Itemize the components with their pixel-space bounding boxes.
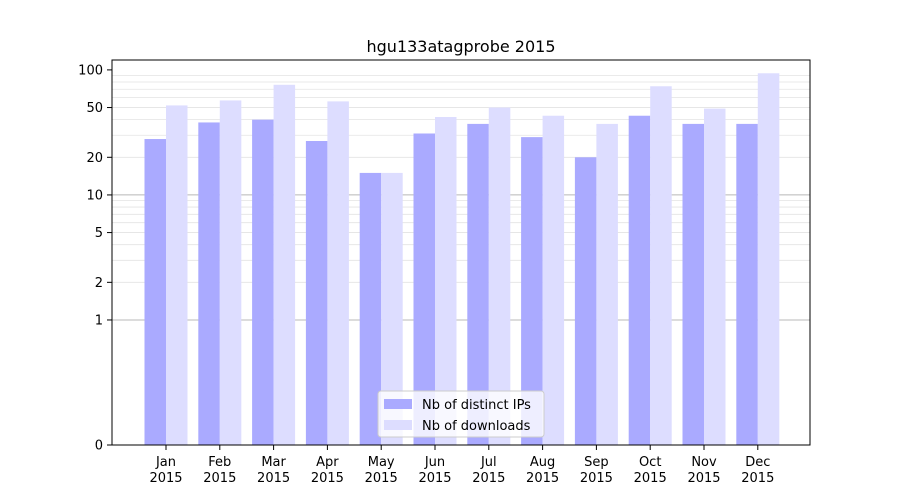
y-tick-label: 0 bbox=[95, 439, 103, 454]
bar-downloads bbox=[435, 117, 457, 445]
x-tick-label-year: 2015 bbox=[472, 471, 505, 486]
bars bbox=[144, 73, 780, 446]
bar-distinct-ips bbox=[144, 139, 166, 445]
x-tick-label-month: Aug bbox=[530, 455, 555, 470]
x-tick-label-year: 2015 bbox=[418, 471, 451, 486]
y-tick-label: 2 bbox=[95, 276, 103, 291]
x-tick-label-year: 2015 bbox=[257, 471, 290, 486]
bar-distinct-ips bbox=[521, 137, 543, 445]
x-tick-label-month: May bbox=[368, 455, 395, 470]
bar-distinct-ips bbox=[682, 123, 704, 445]
bar-distinct-ips bbox=[413, 133, 435, 445]
x-tick-label-year: 2015 bbox=[687, 471, 720, 486]
x-tick-label-month: Feb bbox=[208, 455, 231, 470]
x-tick-label-month: Jan bbox=[155, 455, 176, 470]
y-tick-label: 50 bbox=[86, 101, 103, 116]
legend-label: Nb of downloads bbox=[422, 419, 531, 434]
bar-downloads bbox=[488, 107, 511, 446]
bar-downloads bbox=[757, 73, 780, 446]
x-axis: Jan2015Feb2015Mar2015Apr2015May2015Jun20… bbox=[149, 445, 774, 486]
bar-distinct-ips bbox=[305, 140, 328, 445]
bar-distinct-ips bbox=[359, 172, 382, 445]
bar-distinct-ips bbox=[574, 157, 597, 445]
legend-box bbox=[377, 390, 545, 438]
bar-distinct-ips bbox=[198, 122, 220, 445]
bar-downloads bbox=[542, 115, 565, 445]
x-tick-label-month: Apr bbox=[316, 455, 339, 470]
x-tick-label-month: Dec bbox=[745, 455, 770, 470]
chart-title: hgu133atagprobe 2015 bbox=[367, 37, 556, 56]
y-tick-label: 10 bbox=[86, 188, 103, 203]
bar-downloads bbox=[273, 84, 296, 445]
y-tick-label: 1 bbox=[95, 313, 103, 328]
bar-distinct-ips bbox=[736, 123, 758, 445]
x-tick-label-month: Mar bbox=[261, 455, 286, 470]
x-tick-label-year: 2015 bbox=[526, 471, 559, 486]
bar-downloads bbox=[166, 105, 188, 446]
bar-downloads bbox=[219, 100, 242, 445]
x-tick-label-month: Nov bbox=[691, 455, 717, 470]
bar-downloads bbox=[704, 108, 726, 445]
x-tick-label-month: Jul bbox=[480, 455, 497, 470]
bar-downloads bbox=[596, 123, 618, 445]
x-tick-label-year: 2015 bbox=[149, 471, 182, 486]
bar-distinct-ips bbox=[252, 119, 274, 446]
y-tick-label: 100 bbox=[78, 63, 103, 78]
x-tick-label-year: 2015 bbox=[365, 471, 398, 486]
bar-distinct-ips bbox=[628, 115, 651, 445]
bar-downloads bbox=[381, 172, 403, 445]
plot-area-frame bbox=[111, 59, 811, 446]
bar-distinct-ips bbox=[467, 123, 489, 445]
y-tick-label: 20 bbox=[86, 151, 103, 166]
y-tick-label: 5 bbox=[95, 226, 103, 241]
x-tick-label-year: 2015 bbox=[580, 471, 613, 486]
x-tick-label-year: 2015 bbox=[311, 471, 344, 486]
x-tick-label-month: Jun bbox=[424, 455, 445, 470]
x-tick-label-month: Oct bbox=[639, 455, 661, 470]
legend: Nb of distinct IPs Nb of downloads bbox=[377, 390, 545, 438]
x-tick-label-month: Sep bbox=[584, 455, 609, 470]
y-axis: 0 1 2 5 10 20 50 100 bbox=[78, 63, 112, 454]
x-tick-label-year: 2015 bbox=[203, 471, 236, 486]
legend-swatch bbox=[384, 399, 412, 409]
bar-downloads bbox=[650, 86, 672, 445]
legend-swatch bbox=[384, 420, 412, 430]
bar-downloads bbox=[327, 101, 349, 445]
x-tick-label-year: 2015 bbox=[634, 471, 667, 486]
x-tick-label-year: 2015 bbox=[741, 471, 774, 486]
legend-label: Nb of distinct IPs bbox=[422, 398, 531, 413]
